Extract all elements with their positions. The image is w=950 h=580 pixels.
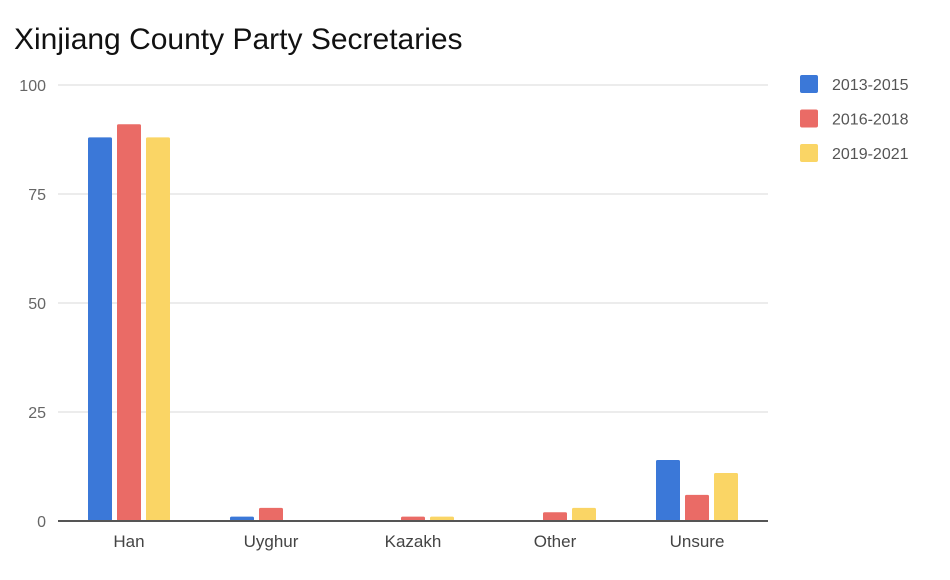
x-axis-labels: Han Uyghur Kazakh Other Unsure <box>113 532 724 551</box>
x-tick-label: Unsure <box>670 532 725 551</box>
x-tick-label: Han <box>113 532 144 551</box>
bar-han-2016-2018 <box>117 124 141 522</box>
chart-title: Xinjiang County Party Secretaries <box>14 23 463 56</box>
bar-unsure-2019-2021 <box>714 473 738 521</box>
bar-other-2019-2021 <box>572 507 596 521</box>
y-tick-label: 75 <box>28 187 46 204</box>
legend-swatch <box>800 109 818 128</box>
bar-other-2016-2018 <box>543 512 567 521</box>
y-tick-label: 25 <box>28 405 46 422</box>
y-tick-label: 50 <box>28 296 46 313</box>
x-tick-label: Other <box>534 532 577 551</box>
x-tick-label: Kazakh <box>385 532 442 551</box>
legend-item[interactable]: 2019-2021 <box>800 144 909 163</box>
bar-kazakh-2019-2021 <box>430 516 454 521</box>
legend-swatch <box>800 75 818 93</box>
y-axis-ticks: 0 25 50 75 100 <box>19 78 46 531</box>
bar-unsure-2013-2015 <box>656 459 680 521</box>
legend[interactable]: 2013-2015 2016-2018 2019-2021 <box>800 75 909 163</box>
legend-label: 2013-2015 <box>832 77 909 94</box>
gridlines <box>58 84 768 413</box>
bar-han-2019-2021 <box>146 137 170 521</box>
bar-han-2013-2015 <box>88 137 112 521</box>
legend-label: 2016-2018 <box>832 112 909 129</box>
y-tick-label: 100 <box>19 78 46 95</box>
bar-uyghur-2013-2015 <box>230 516 254 521</box>
bar-uyghur-2016-2018 <box>259 507 283 521</box>
legend-swatch <box>800 144 818 162</box>
bar-unsure-2016-2018 <box>685 494 709 521</box>
y-tick-label: 0 <box>37 514 46 531</box>
legend-item[interactable]: 2016-2018 <box>800 109 909 129</box>
x-tick-label: Uyghur <box>244 532 299 551</box>
legend-label: 2019-2021 <box>832 146 909 163</box>
bars <box>88 124 738 522</box>
legend-item[interactable]: 2013-2015 <box>800 75 909 94</box>
bar-kazakh-2016-2018 <box>401 516 425 521</box>
